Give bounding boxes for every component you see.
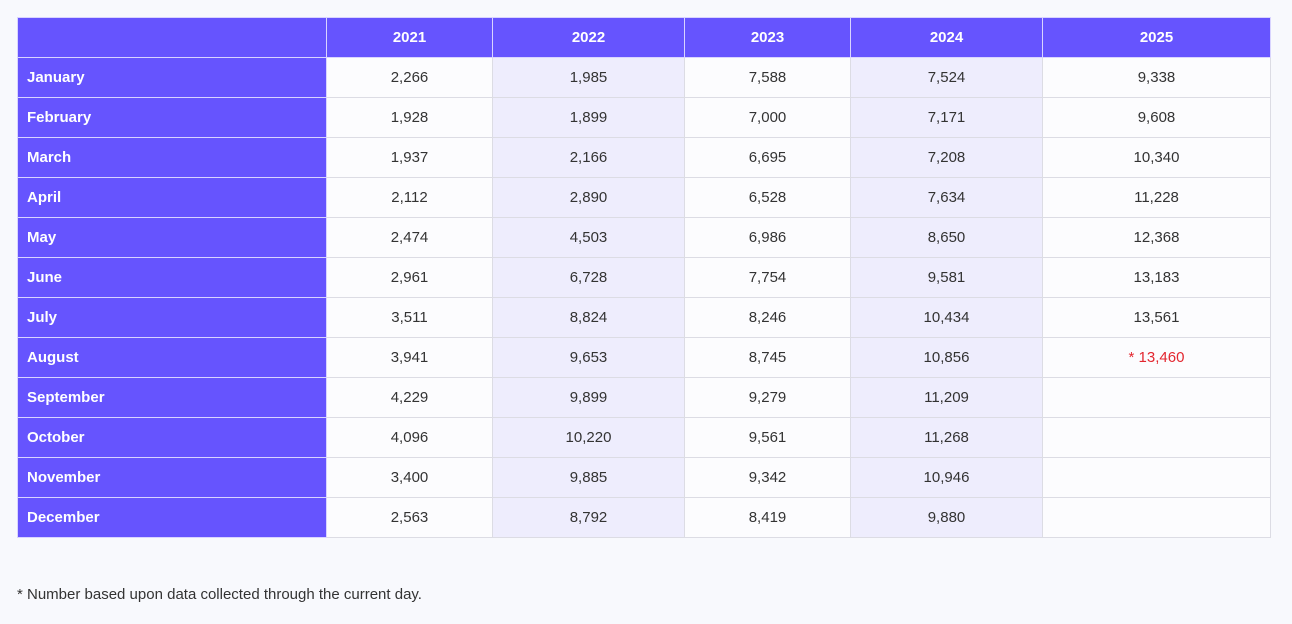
table-row: June 2,961 6,728 7,754 9,581 13,183 [17,257,1271,298]
table-cell: 1,937 [326,137,493,178]
table-cell: 13,561 [1042,297,1271,338]
table-cell: 12,368 [1042,217,1271,258]
column-header: 2022 [492,17,685,58]
table-cell: 8,246 [684,297,851,338]
table-cell: 9,342 [684,457,851,498]
row-header-month: June [17,257,327,298]
table-cell: 10,856 [850,337,1043,378]
table-row: February 1,928 1,899 7,000 7,171 9,608 [17,97,1271,138]
table-cell: 7,524 [850,57,1043,98]
table-cell: 9,279 [684,377,851,418]
footnote: * Number based upon data collected throu… [17,586,422,603]
row-header-month: January [17,57,327,98]
table-cell: 10,434 [850,297,1043,338]
table-cell: 1,985 [492,57,685,98]
table-row: August 3,941 9,653 8,745 10,856 * 13,460 [17,337,1271,378]
row-header-month: September [17,377,327,418]
table-cell: 4,096 [326,417,493,458]
header-corner-cell [17,17,327,58]
data-table-container: 2021 2022 2023 2024 2025 January 2,266 1,985 7,… [17,17,1271,538]
table-cell: 3,400 [326,457,493,498]
table-cell: 2,890 [492,177,685,218]
table-cell: 8,650 [850,217,1043,258]
table-cell: 2,112 [326,177,493,218]
table-cell: 7,754 [684,257,851,298]
row-header-month: August [17,337,327,378]
monthly-data-table: 2021 2022 2023 2024 2025 January 2,266 1,985 7,… [17,17,1271,538]
row-header-month: February [17,97,327,138]
table-cell [1042,457,1271,498]
table-cell: 8,745 [684,337,851,378]
table-row: December 2,563 8,792 8,419 9,880 [17,497,1271,538]
table-cell: 10,340 [1042,137,1271,178]
row-header-month: April [17,177,327,218]
table-row: September 4,229 9,899 9,279 11,209 [17,377,1271,418]
table-cell [1042,417,1271,458]
row-header-month: July [17,297,327,338]
table-body: January 2,266 1,985 7,588 7,524 9,338 February… [17,57,1271,538]
table-cell: 11,209 [850,377,1043,418]
table-row: October 4,096 10,220 9,561 11,268 [17,417,1271,458]
table-cell: 2,474 [326,217,493,258]
row-header-month: December [17,497,327,538]
table-cell: 9,608 [1042,97,1271,138]
table-cell: 2,563 [326,497,493,538]
table-row: July 3,511 8,824 8,246 10,434 13,561 [17,297,1271,338]
table-header-row: 2021 2022 2023 2024 2025 [17,17,1271,58]
column-header: 2024 [850,17,1043,58]
table-cell: 13,183 [1042,257,1271,298]
column-header: 2023 [684,17,851,58]
table-cell: 9,581 [850,257,1043,298]
row-header-month: March [17,137,327,178]
column-header: 2021 [326,17,493,58]
table-cell: 1,928 [326,97,493,138]
table-cell: 7,634 [850,177,1043,218]
table-cell: 7,171 [850,97,1043,138]
table-cell: 8,824 [492,297,685,338]
table-cell: 10,946 [850,457,1043,498]
table-cell: 2,166 [492,137,685,178]
table-cell: 6,528 [684,177,851,218]
table-cell: 7,208 [850,137,1043,178]
table-cell: 9,899 [492,377,685,418]
table-cell: 3,511 [326,297,493,338]
row-header-month: October [17,417,327,458]
table-cell: 2,961 [326,257,493,298]
table-cell: 6,728 [492,257,685,298]
table-cell: 9,561 [684,417,851,458]
table-cell: 2,266 [326,57,493,98]
table-row: May 2,474 4,503 6,986 8,650 12,368 [17,217,1271,258]
table-cell: 9,885 [492,457,685,498]
table-cell: 4,503 [492,217,685,258]
column-header: 2025 [1042,17,1271,58]
table-cell: 11,228 [1042,177,1271,218]
table-cell: 9,338 [1042,57,1271,98]
table-row: March 1,937 2,166 6,695 7,208 10,340 [17,137,1271,178]
table-cell: 6,695 [684,137,851,178]
table-cell [1042,377,1271,418]
table-cell [1042,497,1271,538]
table-row: January 2,266 1,985 7,588 7,524 9,338 [17,57,1271,98]
table-cell: 9,653 [492,337,685,378]
table-cell: 3,941 [326,337,493,378]
table-cell: 1,899 [492,97,685,138]
table-cell: 10,220 [492,417,685,458]
table-cell: 4,229 [326,377,493,418]
table-row: April 2,112 2,890 6,528 7,634 11,228 [17,177,1271,218]
row-header-month: May [17,217,327,258]
table-row: November 3,400 9,885 9,342 10,946 [17,457,1271,498]
table-cell: 11,268 [850,417,1043,458]
table-cell: 7,588 [684,57,851,98]
table-cell: 7,000 [684,97,851,138]
table-cell: 8,419 [684,497,851,538]
table-cell: 9,880 [850,497,1043,538]
table-cell: 6,986 [684,217,851,258]
table-cell: 8,792 [492,497,685,538]
row-header-month: November [17,457,327,498]
table-cell: * 13,460 [1042,337,1271,378]
